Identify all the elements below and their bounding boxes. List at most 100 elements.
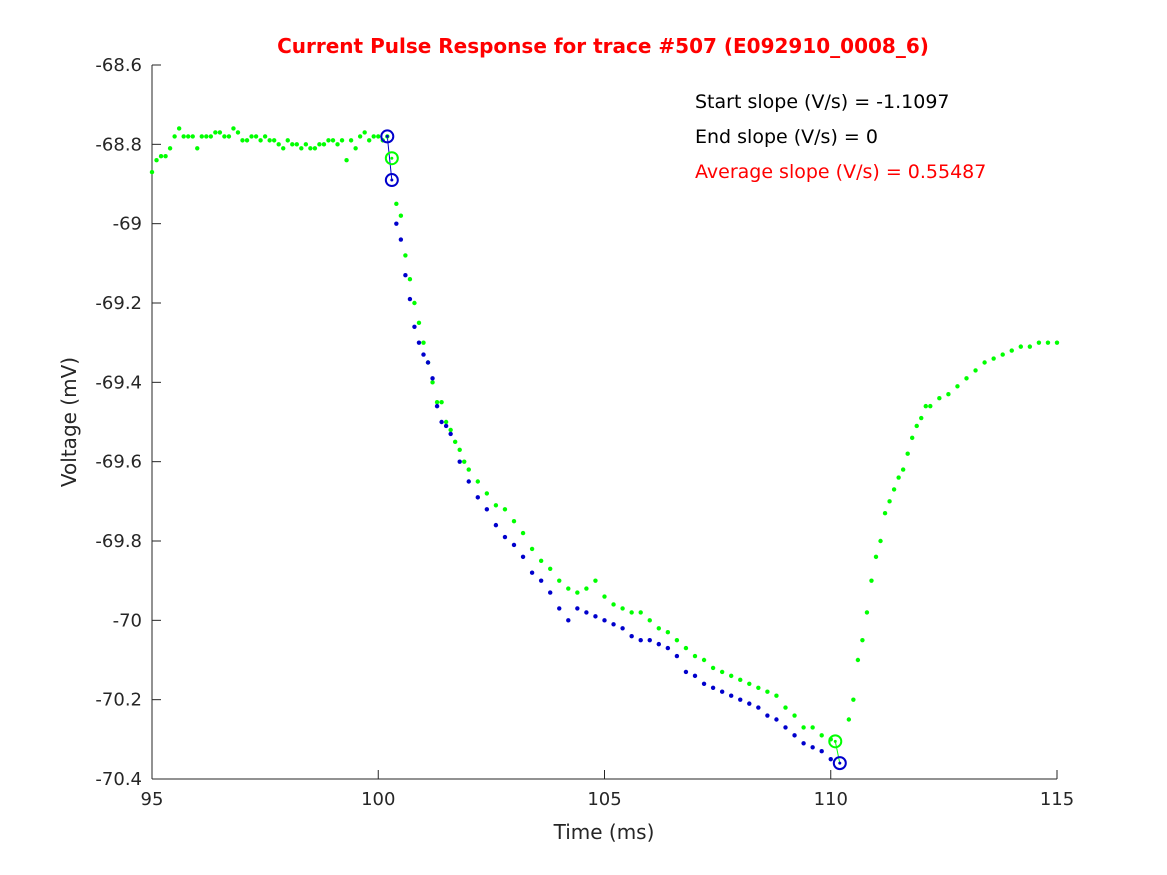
data-point [294, 142, 299, 147]
circle-marker-center [385, 134, 389, 138]
data-point [1054, 340, 1060, 345]
plot-area: 95 100 105 110 115 -68.6-68.8-69-69.2-69.4-6… [95, 55, 1074, 810]
data-point [199, 134, 204, 139]
data-point [403, 253, 408, 258]
data-point [701, 657, 707, 663]
data-point [484, 507, 490, 512]
data-point [439, 399, 444, 405]
data-point [538, 558, 544, 564]
data-point [593, 614, 598, 619]
data-point [511, 542, 517, 548]
data-point [348, 138, 354, 143]
data-point [186, 134, 191, 139]
data-point [353, 146, 358, 151]
data-point [285, 138, 290, 143]
data-point [253, 134, 259, 139]
circle-marker [384, 151, 399, 166]
data-point [502, 534, 508, 540]
data-point [692, 673, 698, 679]
data-point [729, 693, 734, 698]
data-point [611, 622, 616, 627]
data-point [434, 399, 440, 405]
data-point [905, 451, 910, 456]
circle-marker-center [390, 178, 394, 182]
data-point [367, 138, 372, 143]
data-point [226, 134, 232, 139]
data-point [520, 554, 526, 560]
data-point [548, 590, 553, 595]
data-point [317, 142, 322, 147]
data-point [946, 392, 951, 397]
data-point [575, 606, 580, 611]
circle-marker [832, 756, 847, 771]
data-point [602, 594, 607, 599]
data-point [258, 138, 263, 143]
data-point [149, 169, 155, 175]
data-point [1036, 340, 1042, 345]
x-tick-label: 105 [587, 789, 621, 810]
y-tick-label: -69.4 [95, 372, 142, 393]
data-point [1009, 348, 1014, 353]
data-point [665, 630, 671, 635]
circle-marker [380, 129, 395, 144]
y-tick-label: -70.2 [95, 690, 142, 711]
data-point [710, 665, 716, 671]
data-point [638, 610, 643, 615]
circle-marker-center [838, 761, 842, 765]
data-point [801, 725, 806, 730]
data-point [819, 749, 824, 754]
data-point [656, 641, 661, 647]
data-point [1000, 352, 1005, 357]
data-point [466, 479, 471, 484]
data-point [620, 606, 625, 611]
data-point [448, 431, 453, 437]
data-point [647, 637, 652, 643]
data-point [190, 134, 195, 139]
data-point [249, 134, 254, 139]
data-point [407, 296, 413, 302]
data-point [792, 733, 797, 738]
data-point [928, 403, 933, 409]
data-point [430, 380, 435, 385]
data-point [783, 705, 788, 710]
data-point [462, 459, 467, 464]
data-point [1018, 344, 1023, 349]
data-point [656, 626, 661, 631]
data-point [163, 154, 168, 159]
data-point [213, 130, 218, 135]
y-tick-label: -69.2 [95, 293, 142, 314]
chart-title: Current Pulse Response for trace #507 (E… [277, 34, 929, 58]
data-point [575, 590, 580, 595]
data-point [611, 602, 616, 607]
data-point [394, 221, 399, 226]
data-lines [386, 136, 841, 764]
data-point [452, 439, 458, 445]
data-point [276, 142, 281, 147]
data-point [529, 546, 535, 552]
data-point [719, 689, 725, 694]
data-point [887, 499, 892, 504]
x-tick-label: 110 [814, 789, 848, 810]
data-point [584, 610, 589, 615]
x-tick-label: 95 [141, 789, 164, 810]
data-point [394, 201, 399, 207]
data-point [557, 578, 562, 583]
data-point [647, 618, 652, 623]
data-point [167, 146, 173, 151]
data-point [281, 146, 286, 151]
data-point [172, 134, 177, 139]
data-point [955, 384, 960, 389]
data-point [403, 273, 408, 278]
data-point [973, 368, 978, 373]
data-point [158, 154, 164, 159]
data-point [240, 138, 245, 143]
data-points [149, 126, 1060, 762]
annotation-average-slope: Average slope (V/s) = 0.55487 [695, 161, 986, 183]
circle-marker [828, 734, 843, 749]
data-point [864, 610, 870, 615]
data-point [738, 697, 743, 702]
data-point [1027, 344, 1033, 349]
data-point [774, 693, 779, 698]
data-point [792, 713, 797, 718]
data-point [511, 518, 517, 524]
